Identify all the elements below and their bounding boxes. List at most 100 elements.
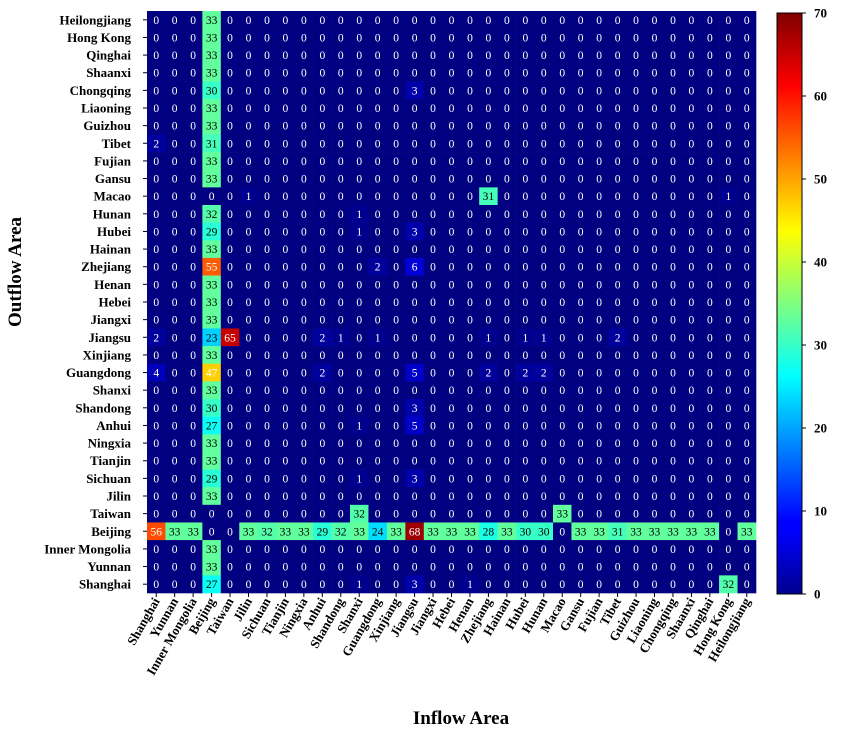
heatmap-cell (571, 469, 591, 488)
heatmap-cell (294, 28, 314, 47)
cell-value-label: 0 (153, 403, 159, 415)
heatmap-cell (663, 557, 683, 576)
heatmap-cell (608, 575, 628, 594)
heatmap-cell (479, 451, 498, 470)
heatmap-cell (571, 187, 591, 206)
heatmap-cell (589, 522, 609, 541)
heatmap-cell (479, 81, 498, 100)
cell-value-label: 0 (172, 156, 178, 168)
heatmap-cell (589, 152, 609, 171)
heatmap-cell (682, 99, 701, 118)
cell-value-label: 0 (246, 456, 252, 468)
heatmap-cell (423, 205, 443, 223)
heatmap-cell (331, 169, 351, 188)
heatmap-cell (700, 81, 720, 100)
heatmap-cell (608, 310, 628, 329)
heatmap-cell (479, 310, 498, 329)
cell-value-label: 0 (504, 32, 510, 44)
cell-value-label: 0 (153, 297, 159, 309)
heatmap-cell (608, 99, 628, 118)
cell-value-label: 0 (449, 156, 455, 168)
cell-value-label: 0 (615, 420, 621, 432)
cell-value-label: 0 (504, 562, 510, 574)
heatmap-cell (571, 346, 591, 365)
cell-value-label: 0 (412, 138, 418, 150)
cell-value-label: 0 (633, 103, 639, 115)
heatmap-cell (368, 416, 388, 435)
heatmap-cell (183, 363, 203, 382)
heatmap-cell (608, 275, 628, 294)
heatmap-cell (479, 504, 498, 523)
cell-value-label: 0 (522, 32, 528, 44)
heatmap-cell (719, 99, 738, 118)
cell-value-label: 0 (246, 562, 252, 574)
heatmap-cell (202, 81, 222, 100)
cell-value-label: 0 (541, 50, 547, 62)
cell-value-label: 0 (707, 438, 713, 450)
heatmap-cell (294, 240, 314, 259)
heatmap-cell (737, 381, 757, 400)
heatmap-cell (571, 28, 591, 47)
heatmap-cell (350, 346, 369, 365)
heatmap-cell (368, 469, 388, 488)
heatmap-cell (700, 205, 720, 223)
heatmap-cell (719, 434, 738, 453)
heatmap-cell (386, 187, 406, 206)
cell-value-label: 0 (504, 544, 510, 556)
heatmap-cell (386, 81, 406, 100)
heatmap-cell (608, 434, 628, 453)
heatmap-cell (331, 416, 351, 435)
cell-value-label: 0 (283, 385, 289, 397)
cell-value-label: 33 (206, 350, 218, 362)
cell-value-label: 0 (725, 138, 731, 150)
heatmap-cell (682, 487, 701, 506)
cell-value-label: 0 (578, 103, 584, 115)
heatmap-cell (183, 205, 203, 223)
heatmap-cell (294, 99, 314, 118)
heatmap-cell (165, 381, 185, 400)
cell-value-label: 0 (541, 68, 547, 80)
heatmap-cell (682, 28, 701, 47)
heatmap-cell (239, 81, 259, 100)
heatmap-cell (368, 99, 388, 118)
heatmap-cell (737, 257, 757, 276)
cell-value-label: 0 (652, 262, 658, 274)
heatmap-cell (147, 46, 166, 65)
cell-value-label: 0 (264, 32, 270, 44)
cell-value-label: 0 (522, 68, 528, 80)
cell-value-label: 0 (301, 509, 307, 521)
heatmap-cell (331, 187, 351, 206)
cell-value-label: 0 (486, 174, 492, 186)
heatmap-cell (276, 416, 295, 435)
heatmap-cell (719, 469, 738, 488)
heatmap-cell (682, 187, 701, 206)
heatmap-cell (165, 46, 185, 65)
cell-value-label: 0 (633, 209, 639, 221)
cell-value-label: 1 (356, 226, 362, 238)
cell-value-label: 0 (504, 191, 510, 203)
heatmap-cell (663, 522, 683, 541)
cell-value-label: 0 (449, 68, 455, 80)
heatmap-cell (553, 504, 572, 523)
cell-value-label: 0 (652, 579, 658, 591)
cell-value-label: 0 (615, 209, 621, 221)
heatmap-cell (257, 469, 277, 488)
cell-value-label: 2 (541, 368, 547, 380)
cell-value-label: 0 (449, 121, 455, 133)
cell-value-label: 0 (227, 32, 233, 44)
heatmap-cell (423, 504, 443, 523)
cell-value-label: 0 (301, 544, 307, 556)
heatmap-cell (700, 469, 720, 488)
cell-value-label: 0 (375, 509, 381, 521)
cell-value-label: 0 (467, 32, 473, 44)
heatmap-cell (645, 328, 665, 347)
cell-value-label: 0 (246, 332, 252, 344)
cell-value-label: 0 (707, 491, 713, 503)
cell-value-label: 0 (725, 262, 731, 274)
heatmap-cell (682, 540, 701, 559)
cell-value-label: 0 (264, 103, 270, 115)
cell-value-label: 0 (707, 262, 713, 274)
heatmap-cell (553, 205, 572, 223)
cell-value-label: 0 (467, 209, 473, 221)
heatmap-cell (350, 169, 369, 188)
